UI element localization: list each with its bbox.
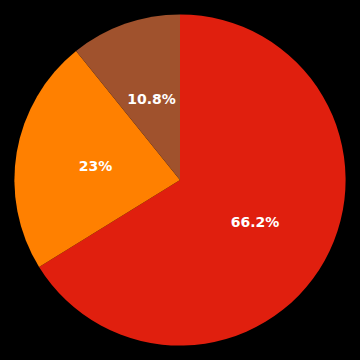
svg-text:10.8%: 10.8% [127,91,176,107]
svg-text:23%: 23% [79,158,113,174]
svg-text:66.2%: 66.2% [231,214,280,230]
